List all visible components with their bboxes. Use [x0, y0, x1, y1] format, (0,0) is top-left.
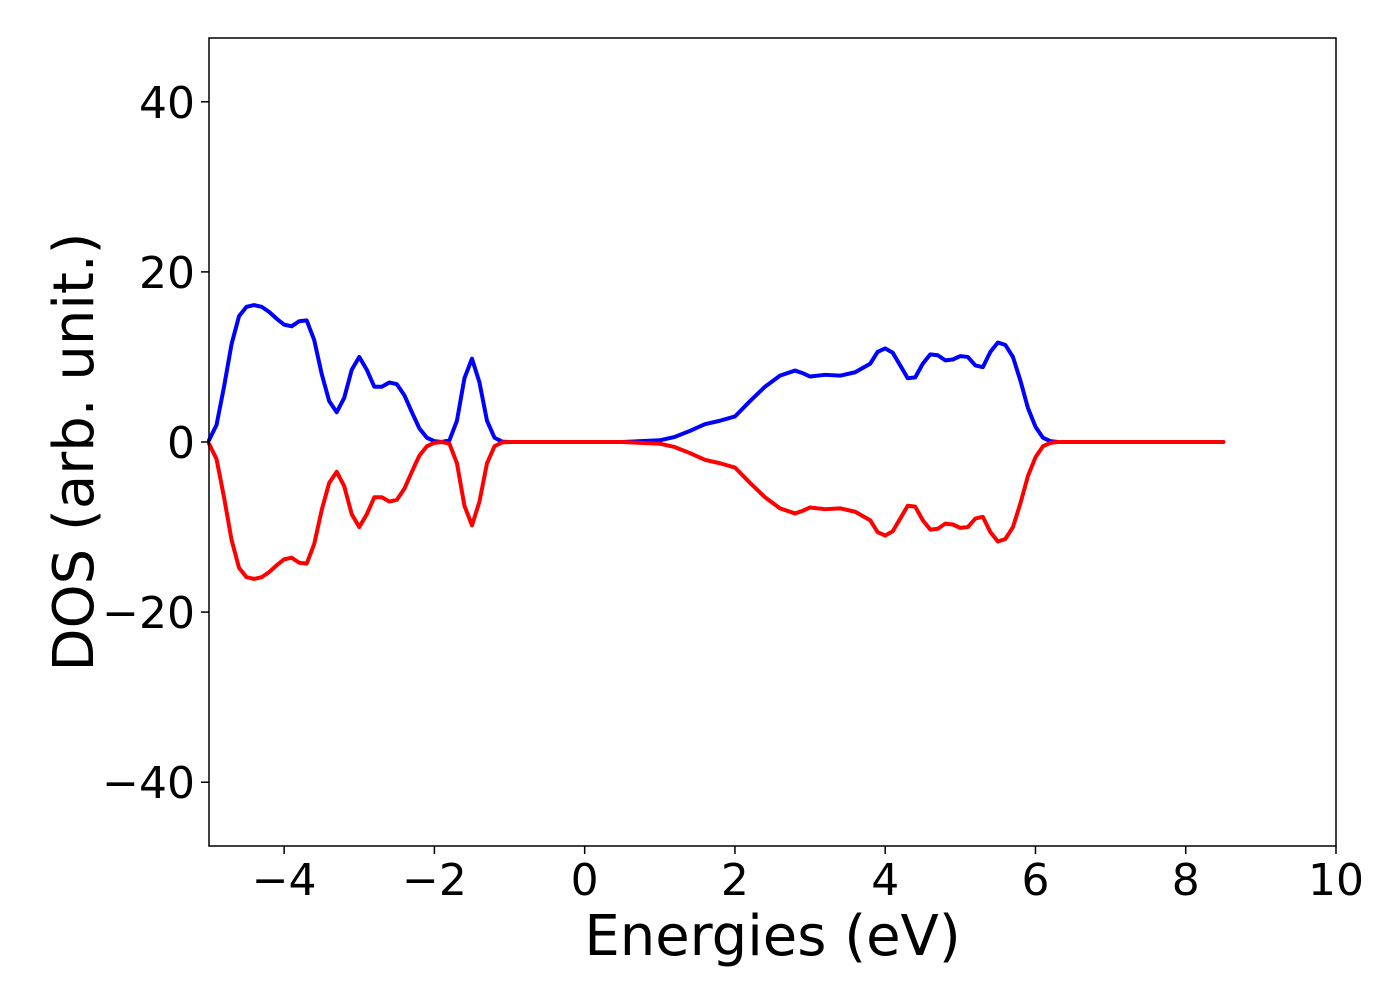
- series-layer: [207, 303, 1226, 581]
- y-axis-ticks: 40 20 0 −20 −40: [102, 78, 209, 809]
- series-line-2: [207, 440, 1226, 581]
- y-tick-label: 0: [167, 418, 195, 469]
- x-tick-label: 8: [1172, 855, 1200, 906]
- x-axis-title: Energies (eV): [584, 904, 960, 969]
- x-tick-label: 6: [1021, 855, 1049, 906]
- x-axis-ticks: −4 −2 0 2 4 6 8 10: [252, 846, 1364, 906]
- y-tick-label: −40: [102, 758, 195, 809]
- x-tick-label: −2: [402, 855, 467, 906]
- y-tick-label: 40: [139, 78, 195, 129]
- x-tick-label: −4: [252, 855, 317, 906]
- y-tick-label: 20: [139, 248, 195, 299]
- x-tick-label: 2: [721, 855, 749, 906]
- x-tick-label: 4: [871, 855, 899, 906]
- x-tick-label: 0: [571, 855, 599, 906]
- y-tick-label: −20: [102, 588, 195, 639]
- y-axis-title: DOS (arb. unit.): [42, 232, 107, 671]
- series-line-1: [207, 303, 1226, 444]
- x-tick-label: 10: [1308, 855, 1364, 906]
